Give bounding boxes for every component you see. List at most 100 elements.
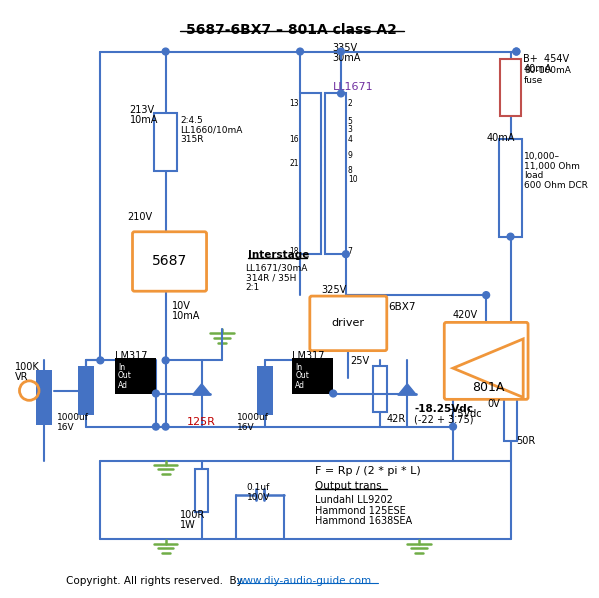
Text: LL1671: LL1671	[333, 82, 374, 91]
Text: 40mA: 40mA	[523, 64, 552, 74]
Text: VR: VR	[14, 372, 28, 382]
Polygon shape	[398, 384, 416, 395]
Circle shape	[153, 390, 159, 397]
Text: 325V: 325V	[322, 285, 347, 295]
Text: 213V: 213V	[129, 105, 155, 115]
Text: 7.5Vdc: 7.5Vdc	[448, 409, 482, 419]
Circle shape	[162, 423, 169, 430]
Circle shape	[297, 48, 304, 55]
Text: LL1660/10mA: LL1660/10mA	[180, 126, 243, 135]
Text: 11,000 Ohm: 11,000 Ohm	[524, 161, 580, 170]
Bar	[292, 358, 333, 393]
Text: 335V: 335V	[332, 43, 358, 53]
Text: 3: 3	[348, 124, 353, 133]
Text: LL1671/30mA: LL1671/30mA	[246, 264, 308, 273]
Bar	[115, 358, 156, 393]
Text: 30mA: 30mA	[332, 53, 361, 63]
Text: 100R: 100R	[180, 511, 205, 520]
Bar	[499, 139, 522, 237]
Text: 420V: 420V	[453, 310, 478, 320]
Circle shape	[507, 233, 514, 240]
Text: B+  454V: B+ 454V	[523, 54, 569, 65]
Bar	[36, 370, 52, 425]
Text: 2:4.5: 2:4.5	[180, 116, 203, 125]
Text: 10,000–: 10,000–	[524, 152, 560, 161]
Text: 50R: 50R	[516, 437, 536, 446]
Circle shape	[450, 423, 456, 430]
Text: 21: 21	[289, 158, 299, 167]
Circle shape	[338, 90, 344, 97]
Circle shape	[97, 357, 104, 364]
Text: Lundahl LL9202: Lundahl LL9202	[314, 495, 392, 505]
Text: 600 Ohm DCR: 600 Ohm DCR	[524, 181, 588, 190]
Circle shape	[513, 48, 520, 55]
Text: Interstage: Interstage	[249, 251, 310, 260]
Bar	[325, 93, 346, 254]
Bar	[78, 366, 93, 415]
Bar	[195, 468, 208, 512]
Text: Output trans: Output trans	[314, 481, 382, 491]
Text: Hammond 1638SEA: Hammond 1638SEA	[314, 516, 412, 526]
Circle shape	[153, 423, 159, 430]
Text: driver: driver	[332, 318, 365, 328]
Bar	[373, 366, 387, 412]
Text: 16V: 16V	[237, 423, 255, 432]
Text: 10V: 10V	[171, 301, 190, 311]
Circle shape	[162, 357, 169, 364]
Text: 10: 10	[348, 175, 358, 184]
Text: 1W: 1W	[180, 520, 196, 530]
Text: fuse: fuse	[524, 76, 543, 85]
Text: 1000uf: 1000uf	[56, 413, 89, 422]
Text: Out: Out	[118, 371, 132, 380]
Text: 9: 9	[348, 151, 353, 160]
Text: 16V: 16V	[56, 423, 74, 432]
Text: -18.25Vdc: -18.25Vdc	[414, 404, 473, 414]
FancyBboxPatch shape	[444, 322, 528, 399]
Text: 13: 13	[289, 99, 299, 108]
Bar	[154, 113, 177, 172]
Bar	[504, 398, 518, 441]
Text: 5: 5	[348, 117, 353, 126]
Text: 10mA: 10mA	[171, 311, 200, 321]
Text: Ad: Ad	[118, 380, 128, 390]
Text: LM317: LM317	[292, 350, 325, 361]
Text: 8: 8	[348, 166, 353, 175]
Text: 1000uf: 1000uf	[237, 413, 269, 422]
Text: 210V: 210V	[128, 212, 153, 222]
Text: 42R: 42R	[387, 414, 406, 424]
Text: www.diy-audio-guide.com.: www.diy-audio-guide.com.	[237, 576, 375, 585]
Text: 5687: 5687	[152, 255, 187, 269]
Text: 5687-6BX7 – 801A class A2: 5687-6BX7 – 801A class A2	[186, 23, 397, 37]
Text: 315R: 315R	[180, 135, 204, 144]
Text: 16: 16	[289, 135, 299, 144]
Text: 80-100mA: 80-100mA	[524, 66, 571, 75]
Circle shape	[162, 48, 169, 55]
Text: Ad: Ad	[295, 380, 305, 390]
Text: 2:1: 2:1	[246, 283, 260, 292]
Bar	[257, 366, 273, 415]
Circle shape	[343, 251, 349, 258]
Text: 801A: 801A	[473, 381, 505, 394]
Text: (-22 + 3.75): (-22 + 3.75)	[414, 415, 474, 425]
Text: 314R / 35H: 314R / 35H	[246, 274, 296, 283]
Text: In: In	[118, 364, 125, 373]
Text: Hammond 125ESE: Hammond 125ESE	[314, 505, 406, 515]
Polygon shape	[193, 384, 210, 395]
Circle shape	[483, 292, 489, 298]
Text: 7: 7	[348, 248, 353, 257]
Text: 100V: 100V	[247, 493, 270, 502]
Text: 2: 2	[348, 99, 353, 108]
Text: 6BX7: 6BX7	[388, 302, 415, 312]
Text: 10mA: 10mA	[129, 115, 158, 125]
FancyBboxPatch shape	[132, 232, 207, 291]
Bar	[300, 93, 320, 254]
Circle shape	[338, 48, 344, 55]
Circle shape	[513, 48, 520, 55]
Text: Copyright. All rights reserved.  By: Copyright. All rights reserved. By	[66, 576, 246, 585]
Text: In: In	[295, 364, 302, 373]
Text: load: load	[524, 172, 543, 181]
Text: 0.1uf: 0.1uf	[247, 483, 270, 492]
Text: 40mA: 40mA	[486, 133, 515, 144]
Text: Out: Out	[295, 371, 309, 380]
Bar	[500, 59, 521, 116]
